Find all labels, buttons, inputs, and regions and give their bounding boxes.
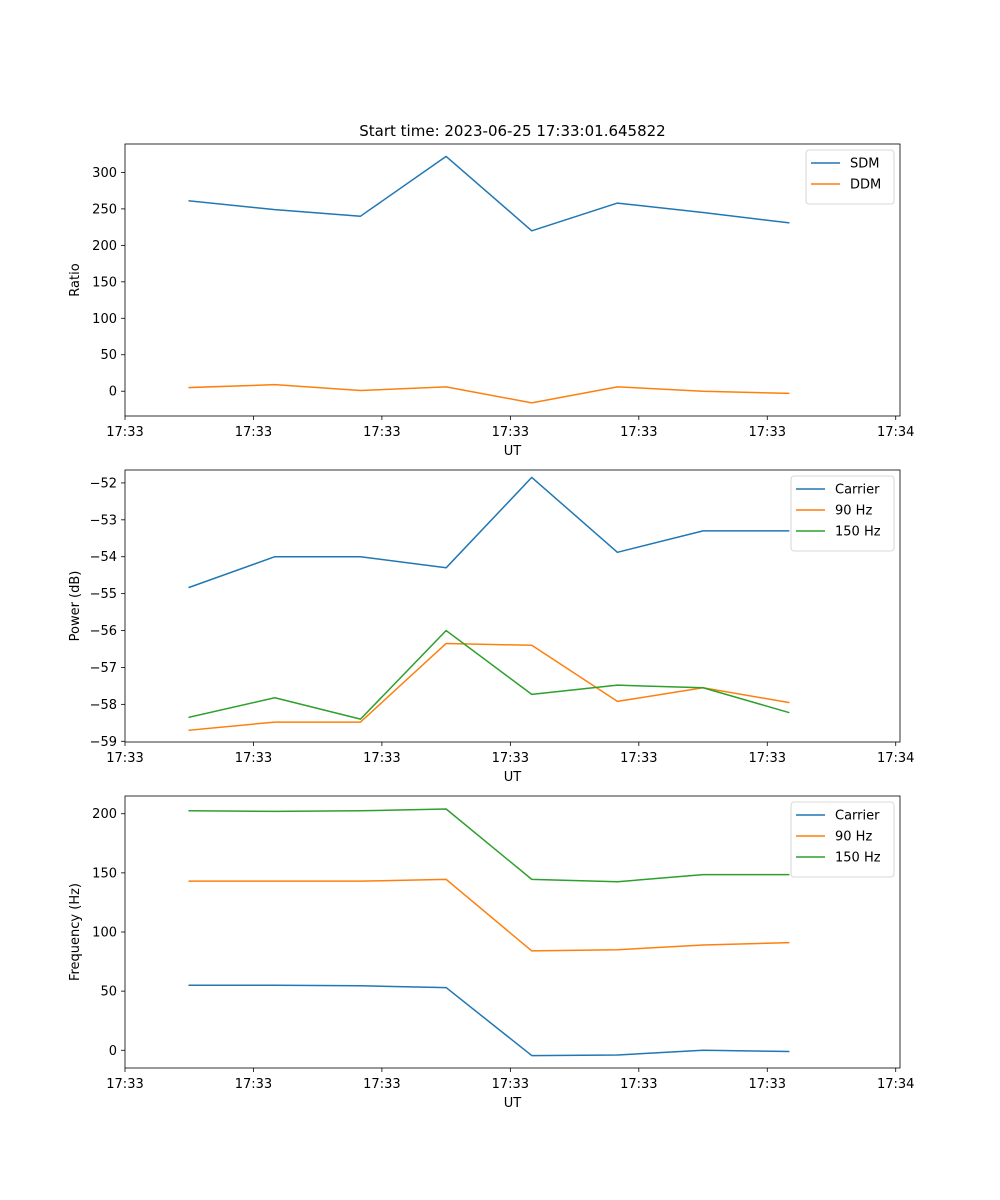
y-tick-label: −56 [90,624,117,639]
x-tick-label: 17:33 [749,751,786,766]
x-tick-label: 17:33 [235,425,272,440]
series-line-90-hz [188,642,790,732]
y-tick-label: −57 [90,661,117,676]
y-tick-label: −58 [90,698,117,713]
x-axis-label: UT [504,1096,522,1111]
y-tick-label: 100 [92,926,117,941]
axes-frame [124,143,901,417]
x-tick-label: 17:34 [877,425,914,440]
y-tick-label: 200 [92,807,117,822]
y-axis-label: Ratio [68,263,83,296]
x-tick-label: 17:33 [620,425,657,440]
y-tick-label: 0 [109,1044,117,1059]
y-tick-label: 150 [92,866,117,881]
legend: SDM DDM [805,149,895,205]
legend-label: 90 Hz [835,504,872,519]
x-axis-label: UT [504,770,522,785]
x-tick-label: 17:33 [363,751,400,766]
axes-frame [124,469,901,743]
y-tick-label: 100 [92,312,117,327]
x-tick-label: 17:33 [363,1077,400,1092]
x-tick-label: 17:33 [235,1077,272,1092]
y-tick-label: 200 [92,239,117,254]
series-line-sdm [188,155,790,232]
x-tick-label: 17:33 [749,425,786,440]
chart-panel-3: 17:33 17:33 17:33 17:33 17:33 17:33 17:34 0 50 10… [68,795,914,1111]
chart-title: Start time: 2023-06-25 17:33:01.645822 [359,122,665,140]
y-tick-label: −54 [90,550,117,565]
y-tick-label: −55 [90,587,117,602]
legend-label: 150 Hz [835,851,881,866]
y-axis-label: Power (dB) [68,571,83,642]
legend: Carrier 90 Hz 150 Hz [790,475,895,552]
x-tick-label: 17:33 [620,751,657,766]
y-tick-label: 50 [100,985,117,1000]
legend-label: SDM [850,157,879,172]
y-tick-label: −52 [90,476,117,491]
y-tick-label: 0 [109,385,117,400]
x-tick-label: 17:33 [620,1077,657,1092]
y-tick-label: 300 [92,166,117,181]
x-tick-label: 17:34 [877,751,914,766]
series-line-90-hz [188,878,790,952]
legend-label: 150 Hz [835,525,881,540]
y-tick-label: −53 [90,513,117,528]
x-tick-label: 17:33 [106,1077,143,1092]
series-line-ddm [188,383,790,404]
x-tick-label: 17:33 [492,1077,529,1092]
x-tick-label: 17:33 [106,425,143,440]
legend-label: 90 Hz [835,830,872,845]
x-tick-label: 17:33 [235,751,272,766]
legend-label: Carrier [835,483,880,498]
y-tick-label: 250 [92,202,117,217]
series-line-carrier [188,476,790,589]
y-axis-label: Frequency (Hz) [68,883,83,981]
series-line-carrier [188,984,790,1057]
legend: Carrier 90 Hz 150 Hz [790,801,895,878]
legend-label: Carrier [835,809,880,824]
legend-box [790,475,895,552]
chart-panel-2: 17:33 17:33 17:33 17:33 17:33 17:33 17:34 −59 −5… [68,469,914,785]
y-tick-label: 50 [100,348,117,363]
x-axis-label: UT [504,444,522,459]
series-line-150-hz [188,629,790,720]
legend-label: DDM [850,178,881,193]
x-tick-label: 17:33 [749,1077,786,1092]
x-tick-label: 17:33 [492,751,529,766]
y-tick-label: 150 [92,275,117,290]
chart-panel-1: 17:33 17:33 17:33 17:33 17:33 17:33 17:34 0 50 10… [68,143,914,459]
legend-box [790,801,895,878]
y-tick-label: −59 [90,735,117,750]
x-tick-label: 17:33 [106,751,143,766]
x-tick-label: 17:33 [363,425,400,440]
x-tick-label: 17:33 [492,425,529,440]
x-tick-label: 17:34 [877,1077,914,1092]
series-line-150-hz [188,808,790,883]
